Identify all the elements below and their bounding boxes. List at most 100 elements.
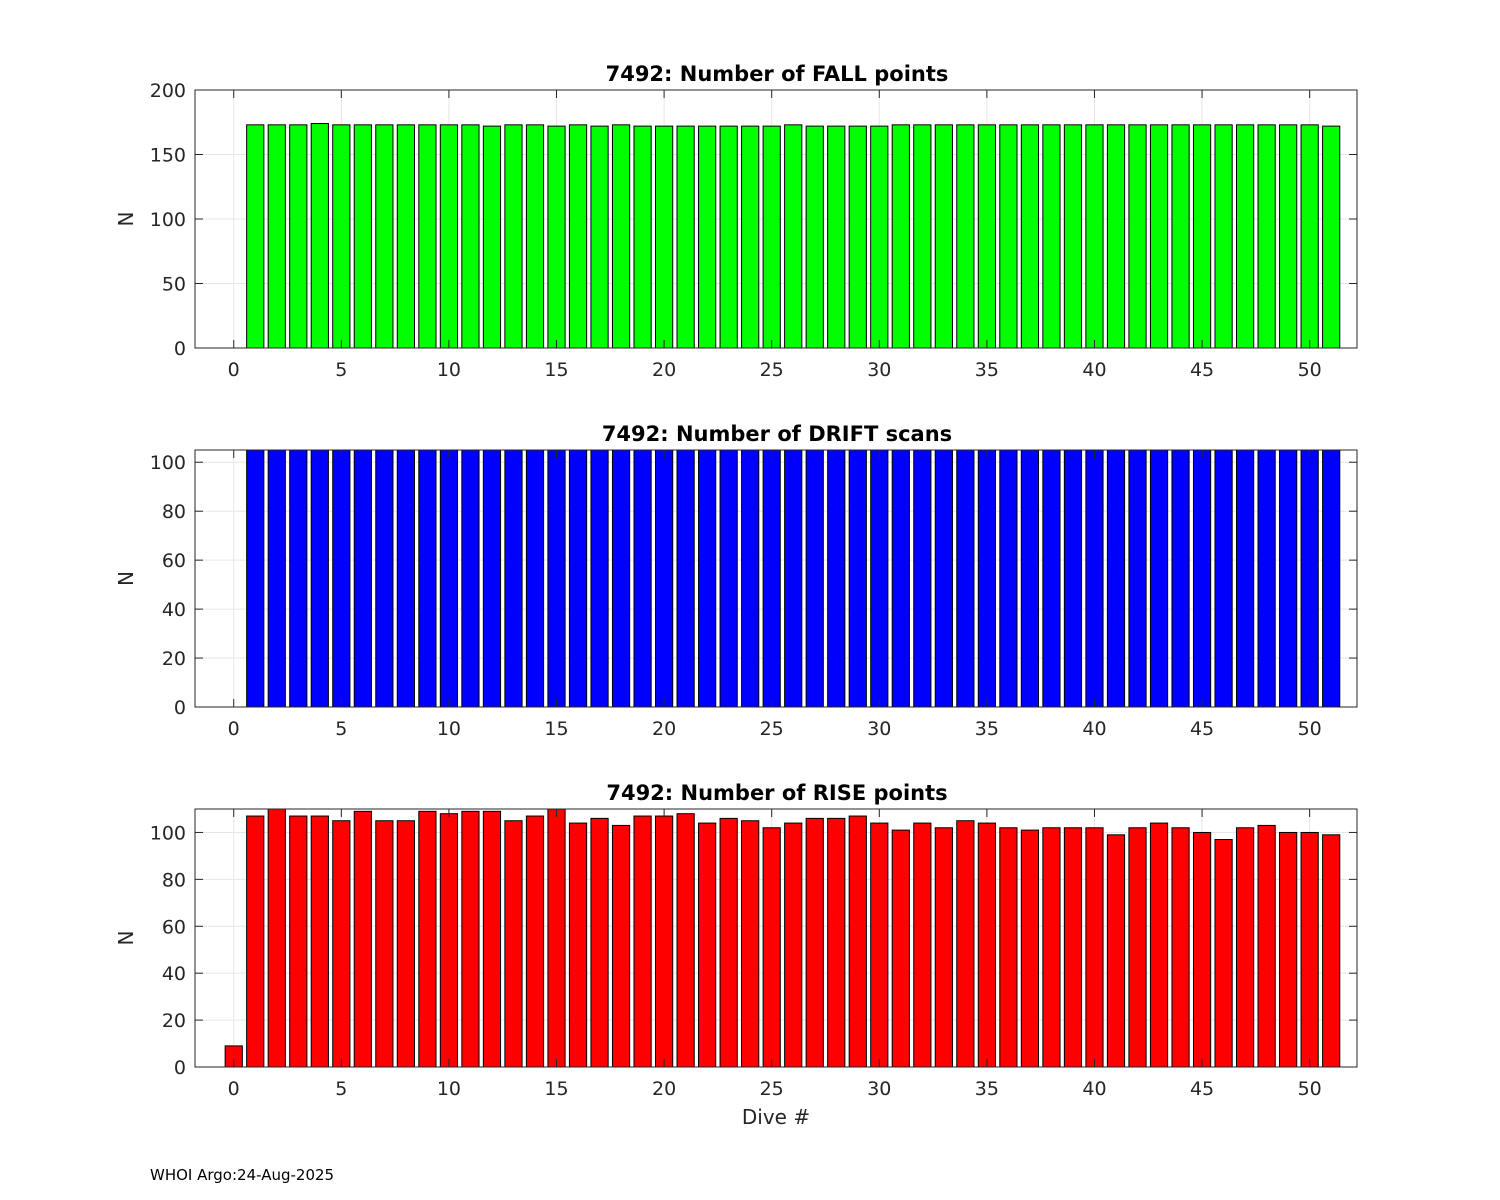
bar [396,449,415,708]
x-tick-label: 0 [228,1078,240,1100]
bar [934,449,953,708]
bar [633,125,652,349]
bar [1279,449,1298,708]
x-tick-label: 15 [544,718,568,740]
bar [741,449,760,708]
bar [956,820,975,1068]
bar [676,449,695,708]
bar [482,449,502,708]
y-tick-label: 60 [162,550,186,572]
bar [461,810,480,1068]
y-tick-label: 20 [162,1010,186,1032]
bar [848,815,867,1068]
x-tick-label: 15 [544,1078,568,1100]
y-tick-label: 80 [162,869,186,891]
bar [934,124,953,349]
bar [1063,827,1083,1068]
x-tick-label: 40 [1082,359,1106,381]
bar [1300,124,1319,349]
bar [805,125,824,349]
x-tick-label: 35 [975,1078,999,1100]
x-tick-label: 25 [760,359,784,381]
bar [1214,449,1233,708]
x-tick-label: 25 [760,718,784,740]
bar [439,449,459,708]
bar [848,125,867,349]
bar [1279,124,1298,349]
bar [1063,124,1083,349]
bar [977,124,996,349]
bar [375,124,394,349]
y-tick-label: 100 [150,209,186,231]
bar [1171,449,1190,708]
axes-box [194,449,1358,708]
bar [1149,124,1169,349]
bar [547,808,566,1068]
bar [913,449,932,708]
x-tick-label: 10 [437,1078,461,1100]
chart-panel-3: 0 5 10 15 20 25 30 35 40 45 50 0 20 40 60 80 100 7492: Nu… [114,781,1358,1129]
bar [310,449,329,708]
bar [1085,827,1104,1068]
bar [741,125,760,349]
bar [1257,124,1276,349]
bar [762,125,781,349]
bar [525,815,545,1068]
bar [805,817,824,1068]
y-tick-label: 20 [162,648,186,670]
chart-title: 7492: Number of FALL points [606,62,949,86]
bar [891,829,910,1068]
bar [999,827,1018,1068]
bar [289,449,308,708]
bar [568,124,588,349]
y-tick-label: 40 [162,963,186,985]
bar [977,822,996,1068]
bar [1063,449,1083,708]
bar [590,125,609,349]
bar [547,125,566,349]
bar [547,449,566,708]
bar [611,449,631,708]
bar [762,449,781,708]
bar [891,449,910,708]
bar [827,125,846,349]
bar [913,822,932,1068]
x-tick-label: 40 [1082,718,1106,740]
x-tick-label: 45 [1190,359,1214,381]
bar [482,125,502,349]
bar [246,124,265,349]
bar [353,124,372,349]
x-tick-label: 45 [1190,1078,1214,1100]
bar [1042,124,1061,349]
x-tick-label: 30 [867,1078,891,1100]
bar [525,449,545,708]
bar [827,817,846,1068]
bar [375,449,394,708]
bar [870,125,889,349]
x-tick-label: 20 [652,718,676,740]
x-tick-label: 40 [1082,1078,1106,1100]
bar [246,449,265,708]
x-axis-label: Dive # [742,1105,810,1129]
bar [1322,125,1341,349]
bar [353,449,372,708]
bar [1322,834,1341,1068]
bar [482,810,502,1068]
bar [676,813,695,1068]
bar [1322,449,1341,708]
bar [1149,449,1169,708]
bar [784,449,803,708]
bar [913,124,932,349]
bar [633,449,652,708]
bar [676,125,695,349]
bar [1042,827,1061,1068]
bar [719,449,738,708]
bar [848,449,867,708]
bar [353,810,372,1068]
x-tick-label: 5 [335,359,347,381]
bar [267,124,286,349]
bar [1085,449,1104,708]
bar [439,124,459,349]
bar [396,124,415,349]
